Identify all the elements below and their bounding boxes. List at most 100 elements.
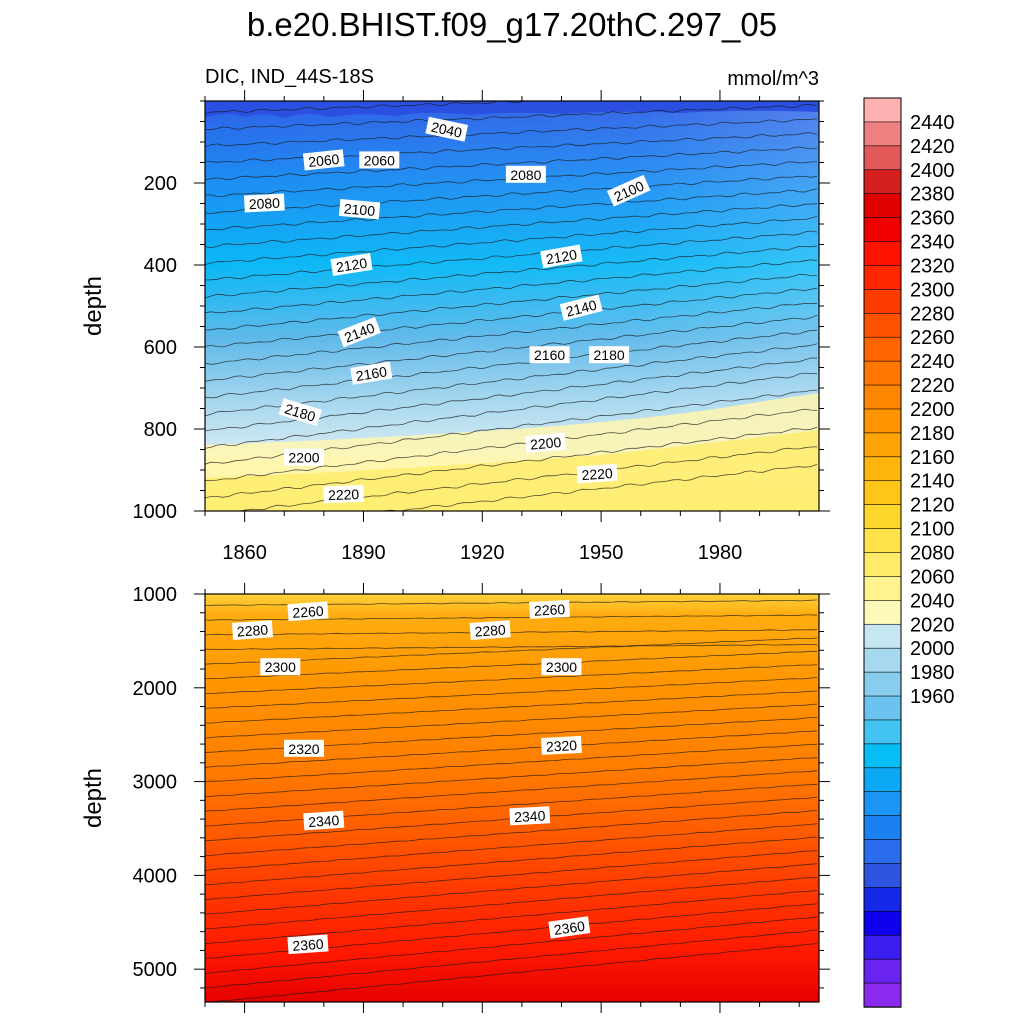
colorbar-label: 2000	[910, 638, 955, 660]
contour-label-box	[576, 463, 618, 484]
upper-contour-line	[205, 203, 818, 249]
lower-contour-line	[205, 863, 818, 915]
colorbar-label: 2040	[910, 590, 955, 612]
lower-contour-line	[205, 637, 818, 665]
contour-label: 2040	[425, 116, 469, 142]
upper-contour-line	[205, 302, 818, 365]
contour-label-text: 2180	[594, 347, 625, 363]
colorbar-swatch	[863, 289, 902, 314]
lower-contour-line	[205, 730, 818, 768]
y-tick-label: 4000	[133, 865, 178, 887]
contour-label: 2120	[540, 244, 583, 269]
y-tick-label: 1000	[133, 584, 178, 606]
upper-contour-line	[205, 216, 818, 266]
contour-label-box	[350, 361, 393, 385]
colorbar-swatch	[863, 743, 902, 769]
contour-label: 2200	[524, 432, 567, 454]
contour-label-box	[529, 599, 570, 619]
contour-label: 2320	[284, 739, 324, 757]
colorbar-swatch	[863, 600, 902, 625]
lower-axis-ticks: 1000 2000 3000 4000 5000	[133, 583, 830, 1013]
contour-label: 2280	[231, 620, 274, 640]
lower-contour-line	[205, 743, 818, 783]
units-label: mmol/m^3	[727, 68, 819, 90]
contour-label-box	[284, 448, 324, 466]
contour-label-box	[505, 165, 546, 183]
upper-contour-line	[205, 426, 818, 499]
contour-label-box	[323, 484, 364, 504]
colorbar-label: 2320	[910, 255, 955, 277]
colorbar-swatch	[863, 982, 902, 1008]
upper-contour-line	[205, 343, 818, 417]
contour-label-text: 2320	[288, 741, 319, 757]
colorbar: 2440242024002380236023402320230022802260…	[863, 97, 955, 1008]
contour-label-text: 2160	[355, 363, 388, 384]
contour-label-box	[548, 916, 591, 939]
contour-label-text: 2060	[307, 151, 340, 170]
contour-label-text: 2220	[581, 465, 613, 483]
contour-label-text: 2360	[553, 918, 586, 938]
upper-contour-line	[205, 372, 818, 449]
contour-label-text: 2320	[546, 737, 578, 755]
contour-label-text: 2360	[292, 936, 324, 954]
colorbar-swatch	[863, 480, 902, 506]
colorbar-swatch	[863, 719, 902, 745]
colorbar-swatch	[863, 193, 902, 219]
upper-surface-band	[205, 101, 819, 118]
colorbar-label: 2020	[910, 614, 955, 636]
contour-label: 2200	[284, 448, 324, 466]
contour-label-box	[260, 658, 301, 676]
contour-label: 2160	[350, 361, 393, 385]
contour-label-text: 2060	[364, 152, 395, 168]
y-tick-label: 200	[144, 173, 177, 195]
upper-contour-line	[205, 175, 818, 215]
colorbar-label: 2260	[910, 327, 955, 349]
y-tick-label: 2000	[133, 678, 178, 700]
contour-label-box	[425, 116, 469, 142]
contour-label: 2080	[505, 165, 546, 183]
contour-label-box	[287, 934, 329, 955]
lower-contour-line	[205, 877, 818, 930]
colorbar-label: 2220	[910, 375, 955, 397]
lower-contour-line	[205, 757, 818, 797]
contour-label-box	[589, 346, 630, 364]
colorbar-label: 2380	[910, 184, 955, 206]
contour-label-box	[469, 620, 511, 640]
colorbar-swatch	[863, 695, 902, 721]
lower-contour-line	[205, 664, 818, 694]
colorbar-label: 2420	[910, 136, 955, 158]
upper-contour-line	[205, 245, 818, 299]
lower-contour-line	[210, 943, 818, 1002]
colorbar-frame	[863, 97, 902, 1008]
contour-label-text: 2220	[328, 486, 360, 503]
contour-label-text: 2080	[510, 167, 541, 183]
contour-label-box	[338, 198, 381, 220]
colorbar-swatch	[863, 384, 902, 410]
lower-contour-line	[205, 916, 818, 974]
lower-contour-line	[205, 810, 818, 856]
lower-contour-line	[205, 823, 818, 871]
upper-contour-line	[205, 230, 818, 281]
contour-label-box	[337, 317, 382, 348]
upper-contour-line	[205, 103, 818, 131]
colorbar-label: 2340	[910, 232, 955, 254]
colorbar-swatch	[863, 863, 902, 889]
lower-contour-line	[205, 629, 818, 636]
contour-label-box	[243, 193, 285, 213]
colorbar-swatch	[863, 169, 902, 195]
colorbar-label: 2300	[910, 279, 955, 301]
contour-label-text: 2160	[534, 347, 565, 363]
contour-label-box	[524, 432, 567, 454]
x-tick-label: 1860	[222, 542, 267, 564]
contour-label: 2300	[541, 658, 582, 676]
contour-label: 2080	[243, 193, 285, 213]
colorbar-label: 2360	[910, 208, 955, 230]
upper-contour-line	[228, 446, 818, 511]
contour-label-text: 2280	[236, 622, 268, 640]
lower-panel: 2260 2260 2280 2280 2300 2300 2320 2320 2340 2340…	[80, 583, 830, 1013]
colorbar-swatch	[863, 791, 902, 817]
colorbar-swatch	[863, 647, 902, 673]
contour-label-text: 2140	[564, 297, 598, 320]
variable-label: DIC, IND_44S-18S	[205, 66, 374, 88]
